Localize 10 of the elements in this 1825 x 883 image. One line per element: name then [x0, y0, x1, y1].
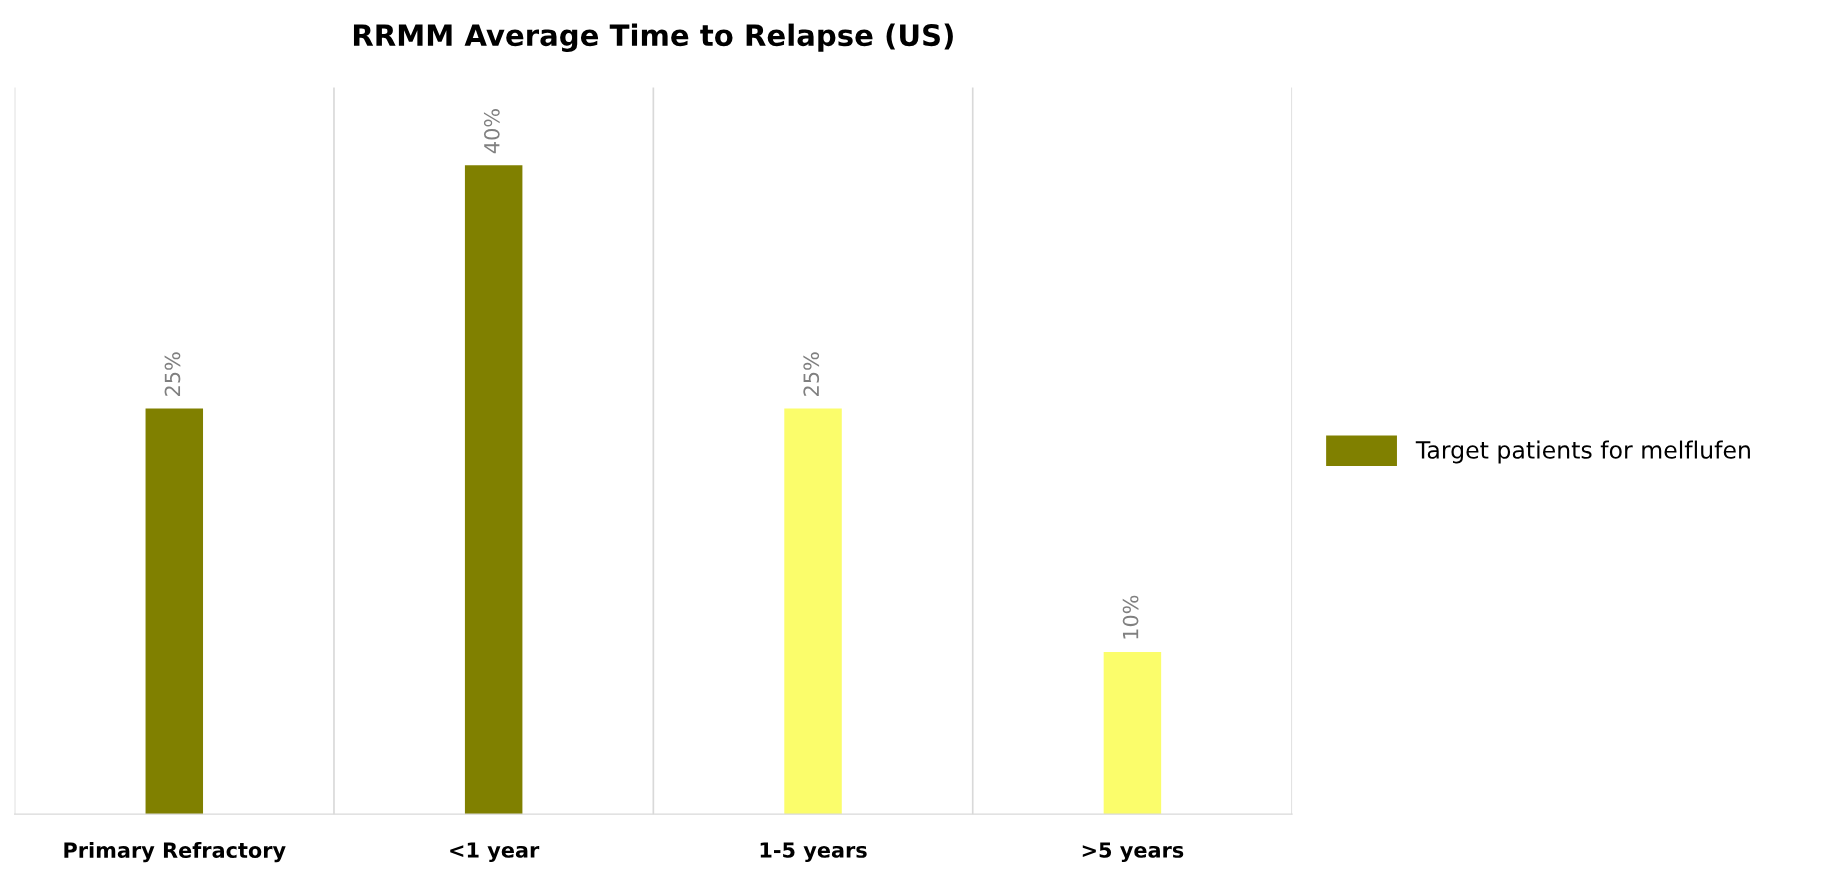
data-label: 25%: [164, 352, 181, 396]
x-tick-label: <1 year: [450, 842, 540, 863]
x-tick-label: Primary Refractory: [64, 841, 286, 863]
x-tick-label: >5 years: [1082, 842, 1184, 863]
x-tick-label: 1-5 years: [760, 842, 867, 863]
chart-title: RRMM Average Time to Relapse (US): [353, 23, 953, 53]
data-label: 40%: [483, 109, 500, 154]
data-label: 10%: [1122, 595, 1139, 639]
legend-label: Target patients for melflufen: [1415, 440, 1750, 464]
data-label: 25%: [803, 352, 820, 396]
